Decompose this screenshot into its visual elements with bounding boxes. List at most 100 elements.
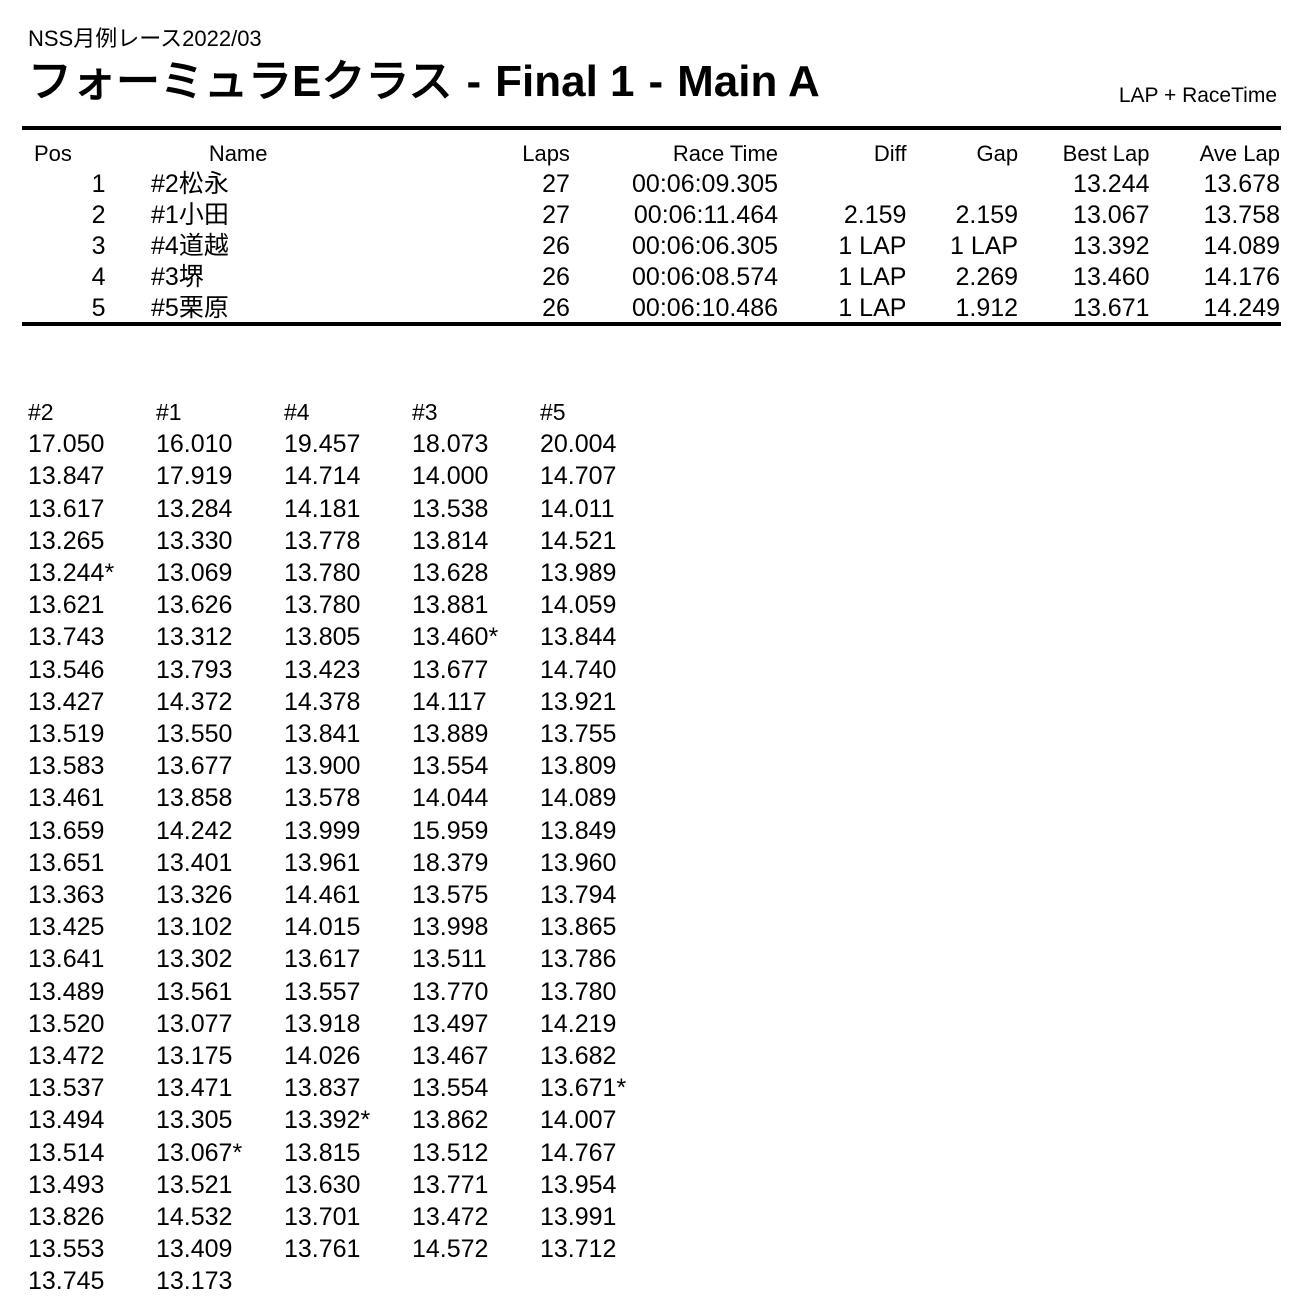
cell-car: #3 (151, 263, 179, 291)
table-row: 4 #3 堺 26 00:06:08.574 1 LAP 2.269 13.46… (22, 262, 1280, 293)
lap-time-cell: 13.677 (156, 752, 233, 781)
lap-time-cell: 14.015 (284, 913, 361, 942)
lap-time-cell: 14.181 (284, 494, 361, 523)
lap-time-cell: 13.847 (28, 462, 105, 491)
lap-time-cell: 13.770 (412, 977, 489, 1006)
lap-row: 13.461 13.858 13.578 14.044 14.089 (28, 782, 668, 814)
lap-time-cell: 13.745 (28, 1267, 105, 1296)
lap-time-cell: 13.554 (412, 1074, 489, 1103)
cell-gap: 1 LAP (949, 232, 1019, 260)
lap-row: 13.514 13.067* 13.815 13.512 14.767 (28, 1137, 668, 1169)
lap-time-cell: 13.557 (284, 977, 361, 1006)
lap-time-cell: 13.960 (540, 848, 617, 877)
cell-race-time: 00:06:08.574 (632, 263, 779, 291)
lap-time-cell: 18.073 (412, 430, 489, 459)
lap-time-cell: 14.117 (412, 687, 487, 716)
cell-best-lap: 13.671 (1073, 294, 1150, 322)
lap-time-cell: 20.004 (540, 430, 617, 459)
lap-row: 13.493 13.521 13.630 13.771 13.954 (28, 1169, 668, 1201)
lap-row: 13.621 13.626 13.780 13.881 14.059 (28, 589, 668, 621)
results-table-header: Pos Name Laps Race Time Diff Gap Best La… (22, 138, 1280, 169)
lap-time-cell: 14.044 (412, 784, 489, 813)
column-header-name: Name (208, 141, 268, 166)
cell-ave-lap: 13.678 (1203, 170, 1280, 198)
lap-time-cell: 13.780 (284, 591, 361, 620)
lap-time-cell: 13.363 (28, 881, 105, 910)
lap-time-cell: 13.575 (412, 881, 489, 910)
lap-time-cell: 14.372 (156, 687, 233, 716)
cell-pos: 1 (91, 170, 106, 198)
lap-time-cell: 13.626 (156, 591, 233, 620)
lap-time-cell: 19.457 (284, 430, 361, 459)
lap-time-cell: 17.050 (28, 430, 105, 459)
lap-time-cell: 13.494 (28, 1106, 105, 1135)
lap-time-cell (284, 1265, 412, 1297)
lap-time-cell: 14.059 (540, 591, 617, 620)
lap-time-cell: 13.537 (28, 1074, 105, 1103)
lap-time-cell (412, 1265, 540, 1297)
lap-time-cell: 13.671* (540, 1074, 627, 1103)
cell-car: #2 (151, 170, 179, 198)
lap-time-cell: 13.954 (540, 1170, 617, 1199)
lap-time-cell: 14.026 (284, 1042, 361, 1071)
cell-name: 堺 (178, 263, 204, 291)
lap-row: 13.745 13.173 (28, 1265, 668, 1297)
lap-time-cell: 13.837 (284, 1074, 361, 1103)
lap-row: 13.659 14.242 13.999 15.959 13.849 (28, 815, 668, 847)
results-table: Pos Name Laps Race Time Diff Gap Best La… (22, 138, 1280, 324)
lap-time-cell: 13.814 (412, 526, 489, 555)
round-name: Final 1 (495, 57, 635, 106)
lap-time-cell: 13.561 (156, 977, 233, 1006)
title-separator-1: - (466, 57, 482, 106)
lap-time-cell: 13.849 (540, 816, 617, 845)
lap-time-cell: 13.175 (156, 1042, 233, 1071)
cell-ave-lap: 13.758 (1203, 201, 1280, 229)
lap-time-cell: 14.740 (540, 655, 617, 684)
cell-gap: 1.912 (955, 294, 1019, 322)
lap-column-header: #5 (540, 399, 566, 425)
lap-column-header: #3 (412, 399, 438, 425)
lap-time-cell: 14.572 (412, 1235, 489, 1264)
class-name: フォーミュラEクラス (28, 57, 453, 106)
lap-row: 13.583 13.677 13.900 13.554 13.809 (28, 750, 668, 782)
lap-time-cell: 13.858 (156, 784, 233, 813)
cell-ave-lap: 14.249 (1203, 294, 1280, 322)
lap-row: 17.050 16.010 19.457 18.073 20.004 (28, 428, 668, 460)
lap-time-cell: 13.067* (156, 1138, 243, 1167)
lap-time-cell: 13.467 (412, 1042, 489, 1071)
lap-time-cell: 13.682 (540, 1042, 617, 1071)
lap-time-cell: 13.865 (540, 913, 617, 942)
lap-time-cell: 13.497 (412, 1009, 489, 1038)
lap-row: 13.847 17.919 14.714 14.000 14.707 (28, 460, 668, 492)
cell-laps: 27 (542, 201, 570, 229)
results-header-row: Pos Name Laps Race Time Diff Gap Best La… (22, 138, 1280, 169)
results-table-body: 1 #2 松永 27 00:06:09.305 13.244 13.678 2 … (22, 169, 1280, 324)
title-separator-2: - (648, 57, 664, 106)
lap-time-cell: 13.550 (156, 720, 233, 749)
lap-time-cell: 13.761 (284, 1235, 361, 1264)
lap-header-row: #2 #1 #4 #3 #5 (28, 396, 668, 428)
lap-time-cell: 13.793 (156, 655, 233, 684)
lap-time-cell: 13.999 (284, 816, 361, 845)
mode-note: LAP + RaceTime (1118, 84, 1277, 107)
lap-time-cell: 13.423 (284, 655, 361, 684)
lap-time-cell: 13.392* (284, 1106, 371, 1135)
cell-diff: 1 LAP (838, 294, 907, 322)
lap-row: 13.363 13.326 14.461 13.575 13.794 (28, 879, 668, 911)
group-name: Main A (677, 57, 820, 106)
cell-race-time: 00:06:10.486 (632, 294, 779, 322)
lap-row: 13.520 13.077 13.918 13.497 14.219 (28, 1008, 668, 1040)
cell-pos: 4 (91, 263, 106, 291)
cell-pos: 2 (91, 201, 106, 229)
lap-time-cell: 13.961 (284, 848, 361, 877)
lap-time-cell: 14.011 (540, 494, 615, 523)
lap-row: 13.546 13.793 13.423 13.677 14.740 (28, 654, 668, 686)
cell-gap: 2.159 (955, 201, 1019, 229)
column-header-pos: Pos (34, 141, 72, 166)
cell-car: #1 (151, 201, 179, 229)
lap-time-cell: 13.826 (28, 1203, 105, 1232)
column-header-diff: Diff (873, 141, 907, 166)
lap-time-cell: 13.302 (156, 945, 233, 974)
lap-time-cell: 13.520 (28, 1009, 105, 1038)
